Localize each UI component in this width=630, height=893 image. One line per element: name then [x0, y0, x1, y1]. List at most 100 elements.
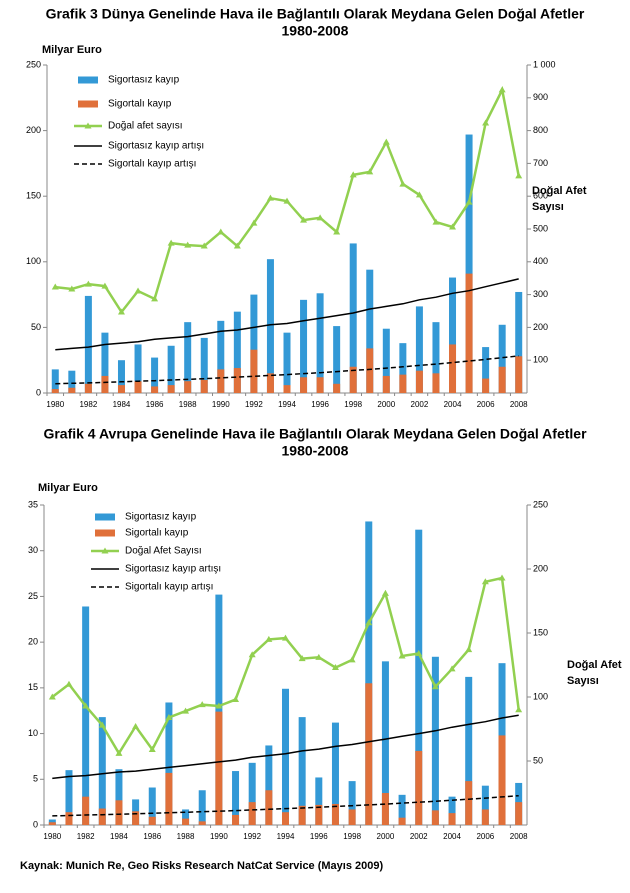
y2-tick-label: 50	[533, 755, 543, 765]
y2-tick-label: 600	[533, 191, 548, 201]
x-tick-label: 1984	[113, 400, 131, 409]
bar	[250, 294, 258, 393]
bar	[366, 269, 374, 393]
bar	[415, 529, 423, 825]
marker	[82, 702, 90, 709]
legend-label: Sigortalı kayıp	[125, 528, 189, 539]
y-axis-label: Milyar Euro	[42, 44, 102, 56]
bar	[365, 683, 373, 825]
marker	[366, 168, 374, 175]
bar	[51, 369, 59, 393]
bar	[115, 800, 123, 825]
bar	[182, 818, 190, 825]
y-tick-label: 25	[28, 591, 38, 601]
marker	[182, 707, 190, 714]
bar	[117, 385, 125, 393]
marker	[465, 646, 473, 653]
x-tick-label: 2004	[444, 400, 462, 409]
x-tick-label: 1992	[245, 400, 263, 409]
marker	[498, 86, 506, 93]
bar	[167, 385, 175, 393]
bar	[333, 383, 341, 393]
y2-tick-label: 1 000	[533, 59, 556, 69]
marker	[481, 578, 489, 585]
legend-label: Doğal Afet Sayısı	[125, 546, 202, 557]
bar	[498, 366, 506, 393]
legend-label: Sigortasız kayıp artışı	[108, 141, 204, 152]
bar	[349, 243, 357, 393]
marker	[349, 171, 357, 178]
bar	[398, 817, 406, 825]
y-axis-label: Milyar Euro	[38, 482, 98, 494]
marker	[51, 283, 59, 290]
bar	[248, 762, 256, 825]
marker	[316, 214, 324, 221]
legend-marker	[84, 122, 92, 129]
x-tick-label: 1980	[46, 400, 64, 409]
bar	[465, 134, 473, 393]
marker	[348, 656, 356, 663]
marker	[515, 706, 523, 713]
bar	[300, 299, 308, 393]
chart-title: Grafik 4 Avrupa Genelinde Hava ile Bağla…	[43, 426, 587, 442]
bar	[381, 661, 389, 825]
bar	[465, 676, 473, 825]
marker	[115, 749, 123, 756]
bar	[315, 804, 323, 825]
bar	[101, 375, 109, 393]
marker	[315, 653, 323, 660]
marker	[132, 722, 140, 729]
bar	[382, 375, 390, 393]
bar	[117, 360, 125, 393]
marker	[151, 295, 159, 302]
y2-axis-label: Sayısı	[567, 675, 599, 687]
y-tick-label: 10	[28, 728, 38, 738]
bar	[415, 750, 423, 825]
marker	[215, 702, 223, 709]
bar	[349, 366, 357, 393]
line	[52, 794, 519, 817]
bar	[432, 322, 440, 393]
marker	[381, 589, 389, 596]
bar	[431, 810, 439, 825]
y-tick-label: 200	[26, 125, 41, 135]
bar	[115, 769, 123, 825]
y-tick-label: 0	[36, 387, 41, 397]
bar	[300, 377, 308, 393]
marker	[232, 696, 240, 703]
x-tick-label: 2008	[510, 832, 528, 841]
bar	[448, 813, 456, 825]
bar	[282, 688, 289, 825]
bar	[198, 821, 206, 825]
bar	[449, 277, 457, 393]
y2-axis-label: Sayısı	[532, 201, 564, 213]
bar	[265, 745, 273, 825]
y2-tick-label: 250	[533, 499, 548, 509]
x-tick-label: 1988	[179, 400, 197, 409]
legend-label: Sigortalı kayıp artışı	[108, 159, 196, 170]
x-tick-label: 1982	[77, 832, 95, 841]
bar	[381, 793, 389, 825]
bar	[315, 777, 323, 825]
chart-title: Grafik 3 Dünya Genelinde Hava ile Bağlan…	[46, 6, 585, 22]
bar	[68, 370, 76, 393]
marker	[300, 216, 308, 223]
bar	[399, 374, 407, 393]
bar	[134, 381, 142, 393]
x-tick-label: 2004	[443, 832, 461, 841]
marker	[331, 664, 339, 671]
x-tick-label: 2006	[477, 400, 495, 409]
bar	[298, 717, 306, 825]
y2-tick-label: 100	[533, 355, 548, 365]
marker	[266, 194, 274, 201]
y2-axis-label: Doğal Afet	[532, 185, 587, 197]
bar	[167, 345, 175, 393]
x-tick-label: 1980	[43, 832, 61, 841]
marker	[134, 287, 142, 294]
y-tick-label: 50	[31, 322, 41, 332]
bar	[382, 328, 390, 393]
legend-swatch	[95, 529, 115, 537]
bar	[217, 369, 225, 393]
bar	[482, 378, 490, 393]
legend-label: Sigortalı kayıp artışı	[125, 582, 213, 593]
